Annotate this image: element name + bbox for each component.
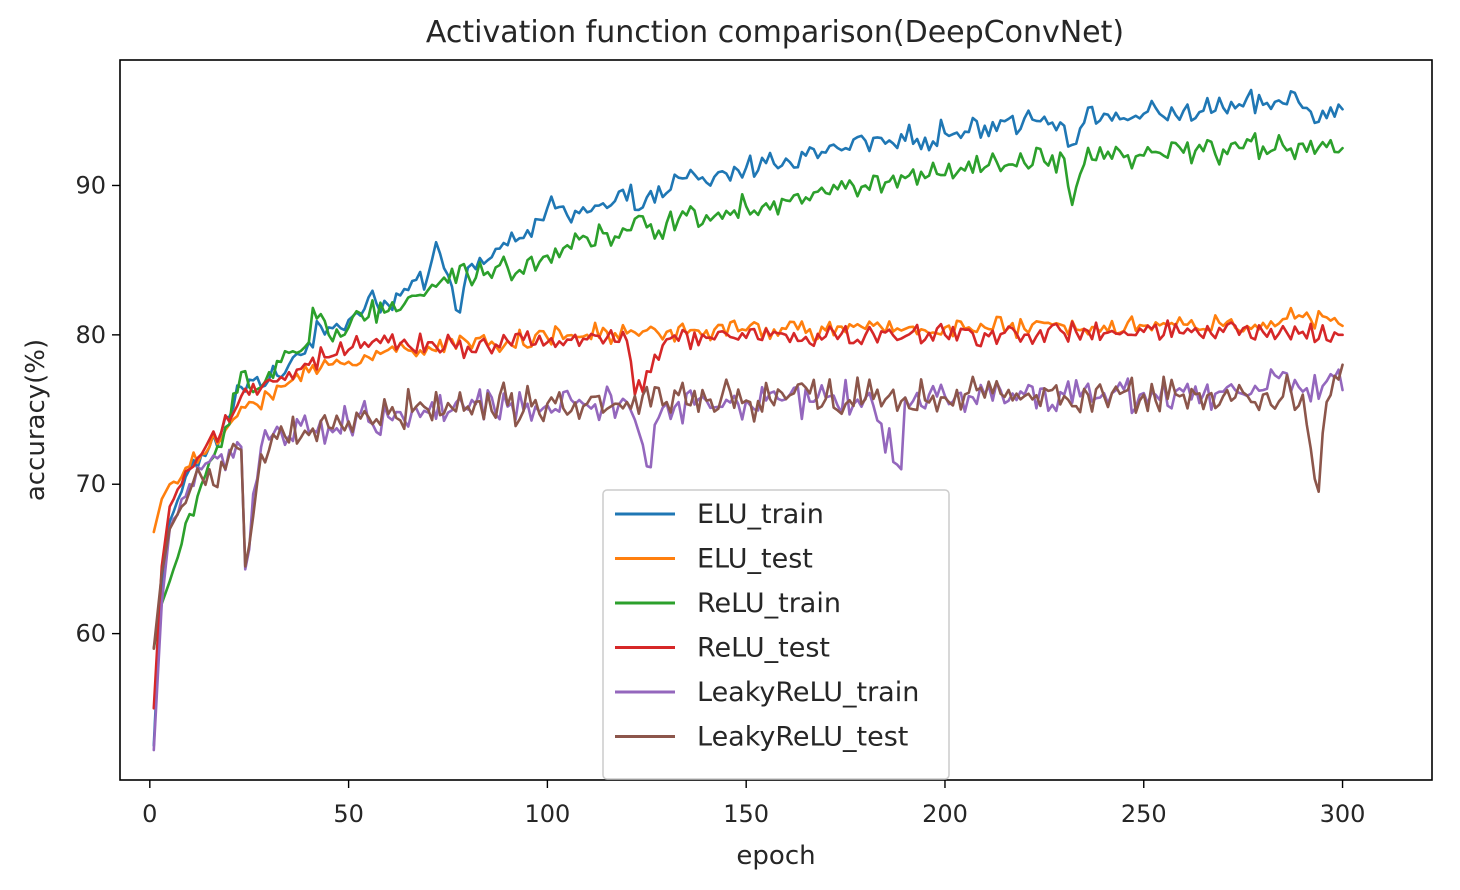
legend-label: LeakyReLU_test	[697, 722, 908, 753]
x-tick-label: 100	[524, 800, 570, 828]
legend-label: ELU_train	[697, 499, 824, 530]
y-tick-label: 80	[75, 321, 106, 349]
series-line-relu-test	[152, 319, 1344, 710]
chart-title: Activation function comparison(DeepConvN…	[426, 15, 1124, 50]
legend-label: ELU_test	[697, 544, 813, 575]
series-line-elu-test	[152, 306, 1344, 534]
plot-frame	[119, 59, 1433, 781]
legend-label: LeakyReLU_train	[697, 677, 919, 708]
x-tick-label: 200	[922, 800, 968, 828]
legend-box	[602, 489, 950, 780]
plot-area	[152, 88, 1344, 752]
y-axis-label: accuracy(%)	[21, 339, 51, 501]
x-tick-label: 300	[1320, 800, 1366, 828]
y-tick-label: 90	[75, 171, 106, 199]
series-line-relu-train	[152, 132, 1344, 650]
series-line-leakyrelu-test	[152, 363, 1344, 650]
legend: ELU_train ELU_test ReLU_train ReLU_test Leak…	[602, 489, 950, 780]
x-axis-label: epoch	[736, 841, 815, 871]
y-tick-label: 70	[75, 470, 106, 498]
x-tick-label: 50	[333, 800, 364, 828]
x-tick-label: 0	[142, 800, 157, 828]
y-tick-label: 60	[75, 620, 106, 648]
legend-label: ReLU_test	[697, 633, 830, 664]
x-tick-label: 250	[1121, 800, 1167, 828]
x-tick-label: 150	[723, 800, 769, 828]
y-axis: 60 70 80 90	[75, 171, 120, 648]
x-axis: 0 50 100 150 200 250 300	[142, 780, 1365, 828]
legend-label: ReLU_train	[697, 588, 841, 619]
